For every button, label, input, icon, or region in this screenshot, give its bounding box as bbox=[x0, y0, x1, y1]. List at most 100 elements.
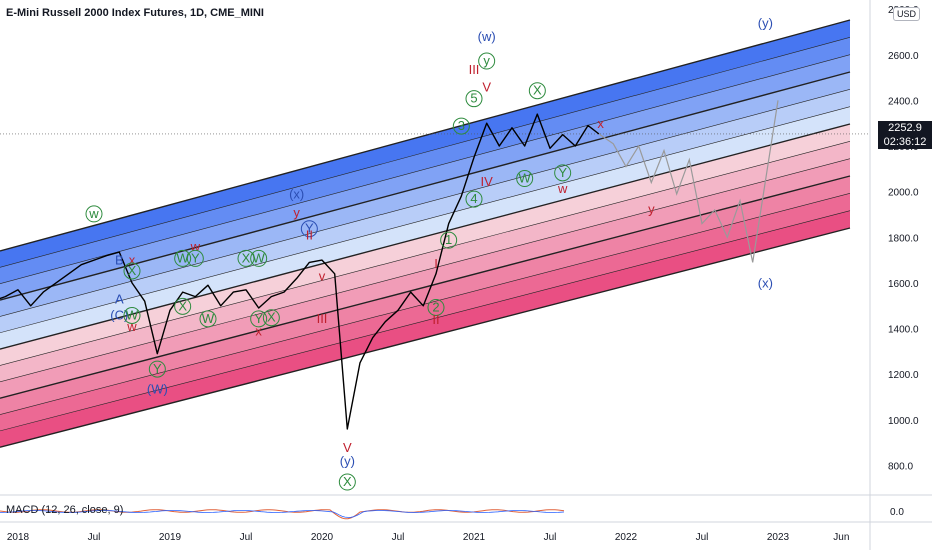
channel-line bbox=[0, 141, 851, 366]
channel-band bbox=[0, 176, 850, 415]
y-tick-label: 1400.0 bbox=[888, 325, 919, 336]
y-tick-label: 1000.0 bbox=[888, 416, 919, 427]
wave-label: (y) bbox=[340, 453, 355, 468]
channel-band bbox=[0, 37, 850, 284]
wave-label: X bbox=[128, 263, 137, 278]
wave-label: III bbox=[317, 311, 328, 326]
wave-label-circle bbox=[186, 249, 204, 267]
wave-label-circle bbox=[554, 164, 572, 182]
x-tick-label: 2023 bbox=[767, 532, 790, 543]
last-price-tag: 2252.9 bbox=[878, 121, 932, 135]
wave-label: x bbox=[129, 253, 136, 268]
wave-label-circle bbox=[123, 262, 141, 280]
channel-band bbox=[0, 210, 850, 448]
channel-band bbox=[0, 124, 850, 366]
y-tick-label: 2600.0 bbox=[888, 51, 919, 62]
channel-line bbox=[0, 106, 851, 334]
x-tick-label: 2021 bbox=[463, 532, 486, 543]
wave-label: y bbox=[293, 205, 300, 220]
x-tick-label: 2018 bbox=[7, 532, 30, 543]
wave-label: y bbox=[648, 201, 655, 216]
wave-label: X bbox=[242, 250, 251, 265]
wave-label: Y bbox=[558, 165, 567, 180]
wave-label-circle bbox=[528, 82, 546, 100]
wave-label: X bbox=[267, 310, 276, 325]
wave-label-circle bbox=[199, 310, 217, 328]
x-tick-label: Jul bbox=[544, 532, 557, 543]
wave-label-circle bbox=[85, 205, 103, 223]
x-tick-label: 2022 bbox=[615, 532, 638, 543]
macd-label: MACD (12, 26, close, 9) bbox=[6, 504, 124, 516]
wave-label: W bbox=[253, 250, 266, 265]
wave-label: w bbox=[88, 206, 99, 221]
wave-label: III bbox=[469, 62, 480, 77]
currency-badge[interactable]: USD bbox=[893, 7, 921, 21]
countdown-tag: 02:36:12 bbox=[878, 135, 932, 149]
wave-label: X bbox=[533, 83, 542, 98]
wave-label: 2 bbox=[432, 299, 439, 314]
channel-bands bbox=[0, 19, 851, 448]
macd-zero-label: 0.0 bbox=[890, 507, 904, 518]
wave-label-circle bbox=[300, 220, 318, 238]
channel-band bbox=[0, 158, 850, 399]
macd-pane: 0.0 bbox=[0, 494, 932, 520]
channel-line bbox=[0, 71, 851, 301]
channel-band bbox=[0, 141, 850, 382]
x-tick-label: Jul bbox=[88, 532, 101, 543]
channel-line bbox=[0, 210, 851, 432]
wave-label: 4 bbox=[470, 191, 477, 206]
wave-label: x bbox=[597, 116, 604, 131]
projection-line bbox=[598, 100, 779, 263]
wave-label: X bbox=[343, 474, 352, 489]
y-tick-label: 1800.0 bbox=[888, 233, 919, 244]
wave-label: w bbox=[126, 319, 137, 334]
wave-label-circle bbox=[174, 297, 192, 315]
channel-line bbox=[0, 89, 851, 317]
x-tick-label: 2020 bbox=[311, 532, 334, 543]
wave-label-circle bbox=[250, 249, 268, 267]
wave-label: (y) bbox=[758, 15, 773, 30]
channel-band bbox=[0, 20, 850, 268]
y-tick-label: 2400.0 bbox=[888, 96, 919, 107]
channel-band bbox=[0, 106, 850, 350]
wave-label-circle bbox=[465, 90, 483, 108]
channel-band bbox=[0, 89, 850, 333]
signal-line bbox=[0, 510, 565, 518]
price-line bbox=[0, 113, 600, 430]
wave-label: Y bbox=[191, 250, 200, 265]
wave-label: B bbox=[115, 253, 124, 268]
wave-label: 5 bbox=[470, 91, 477, 106]
wave-label: W bbox=[202, 311, 215, 326]
wave-label-circle bbox=[516, 170, 534, 188]
wave-label: (C) bbox=[110, 307, 128, 322]
wave-label: A bbox=[115, 291, 124, 306]
wave-label-circle bbox=[478, 52, 496, 70]
wave-label: w bbox=[190, 239, 201, 254]
wave-label: 3 bbox=[458, 118, 465, 133]
wave-label: (W) bbox=[147, 382, 168, 397]
wave-label-circle bbox=[123, 306, 141, 324]
wave-label: w bbox=[557, 181, 568, 196]
wave-label: I bbox=[434, 256, 438, 271]
channel-line bbox=[0, 19, 851, 252]
channel-line bbox=[0, 175, 851, 399]
wave-label-circle bbox=[452, 117, 470, 135]
x-tick-label: Jun bbox=[833, 532, 849, 543]
wave-label: x bbox=[255, 323, 262, 338]
x-tick-label: Jul bbox=[240, 532, 253, 543]
wave-label: (x) bbox=[289, 187, 304, 202]
x-tick-label: Jul bbox=[392, 532, 405, 543]
x-tick-label: 2019 bbox=[159, 532, 182, 543]
wave-label-circle bbox=[338, 473, 356, 491]
channel-line bbox=[0, 37, 851, 268]
wave-label: W bbox=[519, 171, 532, 186]
x-tick-label: Jul bbox=[696, 532, 709, 543]
wave-label: W bbox=[126, 307, 139, 322]
price-series bbox=[0, 100, 779, 430]
wave-label: y bbox=[483, 53, 490, 68]
wave-label: IV bbox=[481, 174, 494, 189]
wave-label-circle bbox=[427, 298, 445, 316]
y-tick-label: 1200.0 bbox=[888, 370, 919, 381]
